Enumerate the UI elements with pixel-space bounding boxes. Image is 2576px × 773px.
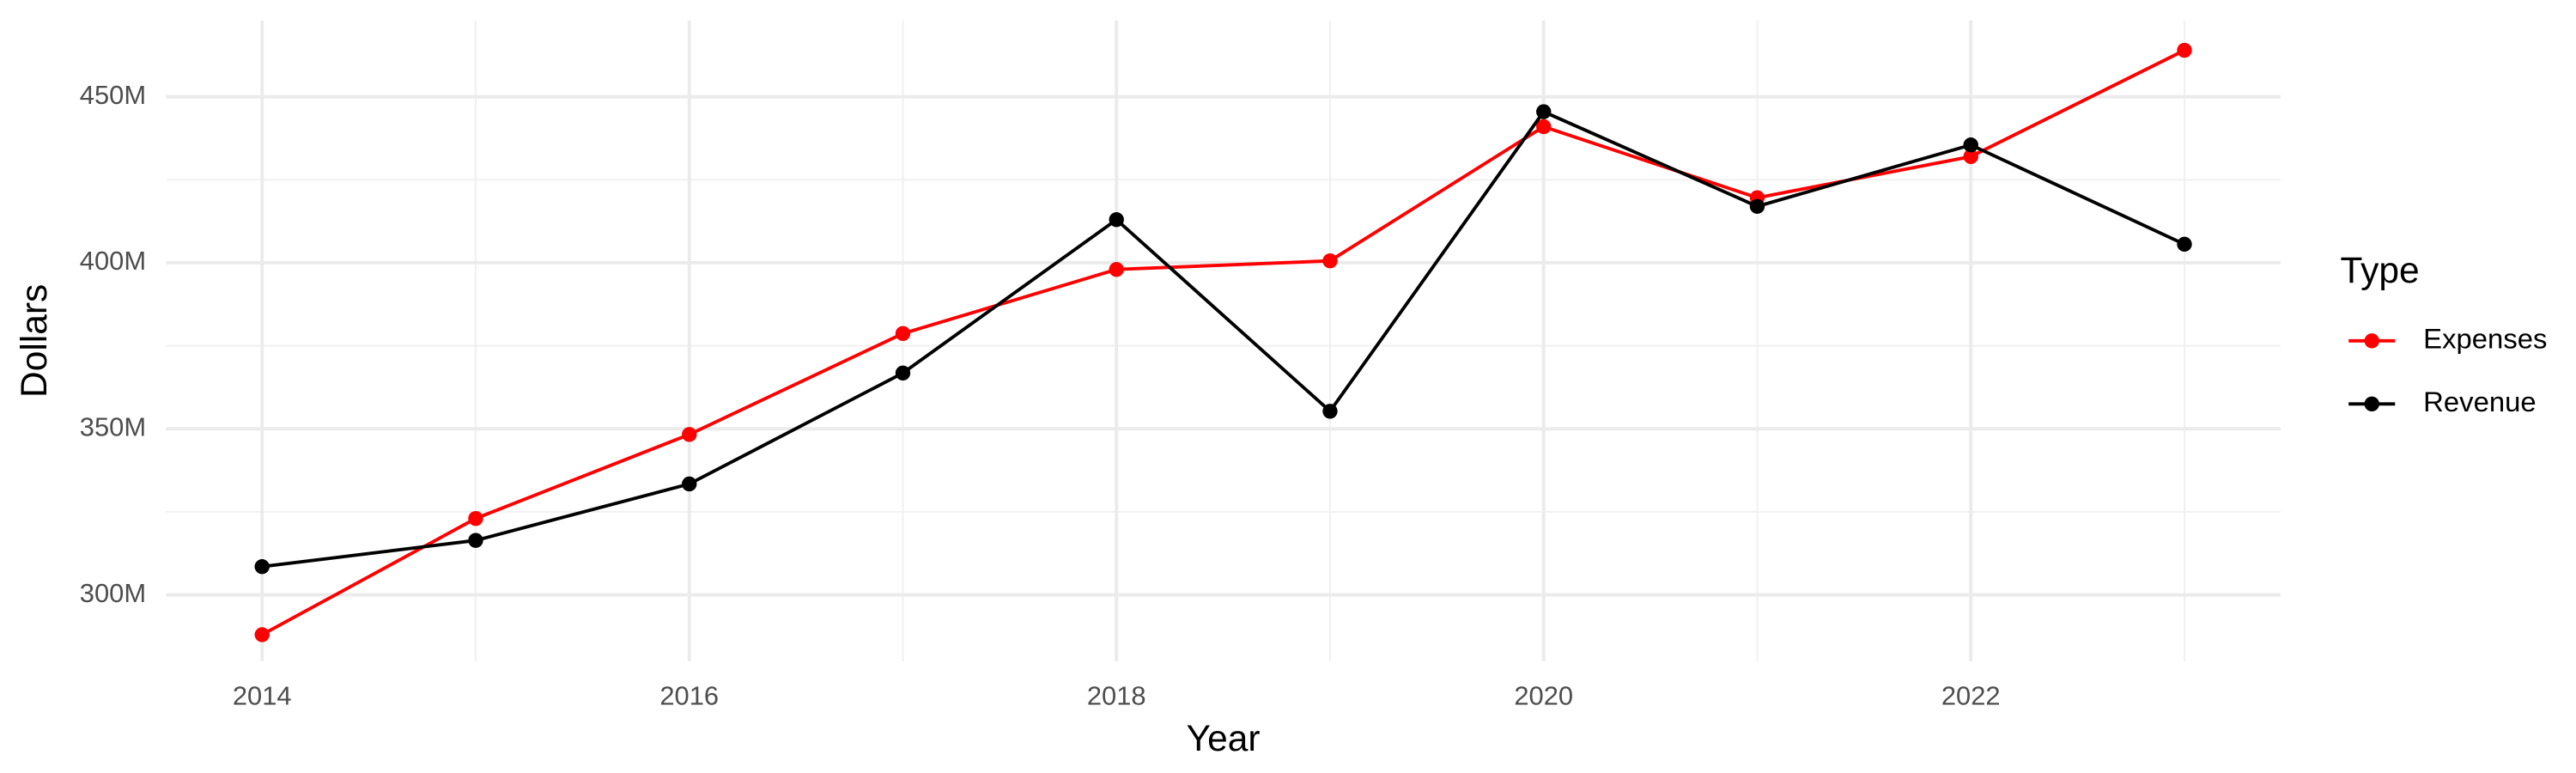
data-point bbox=[468, 510, 483, 526]
x-tick-label: 2022 bbox=[1941, 681, 2001, 711]
data-point bbox=[1109, 212, 1124, 228]
data-point bbox=[1536, 119, 1552, 135]
x-tick-label: 2018 bbox=[1087, 681, 1146, 711]
data-point bbox=[895, 365, 911, 381]
x-tick-label: 2016 bbox=[659, 681, 719, 711]
data-point bbox=[895, 326, 911, 342]
data-point bbox=[1109, 262, 1124, 277]
data-point bbox=[468, 533, 483, 548]
grid bbox=[166, 20, 2281, 661]
data-point bbox=[1963, 137, 1978, 153]
series-line bbox=[262, 109, 2185, 569]
data-point bbox=[1322, 404, 1338, 419]
legend-point bbox=[2364, 333, 2379, 349]
data-point bbox=[2177, 236, 2192, 253]
series-line bbox=[261, 48, 2185, 636]
y-tick-label: 300M bbox=[80, 578, 146, 608]
y-axis-title: Dollars bbox=[15, 284, 55, 398]
y-tick-label: 350M bbox=[80, 411, 146, 441]
data-point bbox=[1963, 149, 1978, 164]
data-point bbox=[682, 427, 697, 442]
data-point bbox=[682, 476, 697, 492]
x-tick-label: 2014 bbox=[233, 681, 292, 711]
data-point bbox=[2177, 42, 2192, 58]
data-point bbox=[254, 559, 270, 575]
y-tick-label: 450M bbox=[80, 80, 146, 110]
y-tick-label: 400M bbox=[80, 246, 146, 276]
legend-label: Revenue bbox=[2423, 386, 2537, 417]
data-point bbox=[254, 627, 270, 642]
legend-label: Expenses bbox=[2423, 323, 2547, 355]
data-point bbox=[1536, 104, 1552, 119]
data-point bbox=[1749, 198, 1765, 214]
x-axis-title: Year bbox=[1187, 719, 1261, 759]
data-point bbox=[1322, 253, 1338, 269]
plot-area bbox=[254, 42, 2192, 642]
legend-title: Type bbox=[2341, 251, 2420, 291]
x-tick-label: 2020 bbox=[1514, 681, 1573, 711]
legend-point bbox=[2364, 396, 2379, 411]
